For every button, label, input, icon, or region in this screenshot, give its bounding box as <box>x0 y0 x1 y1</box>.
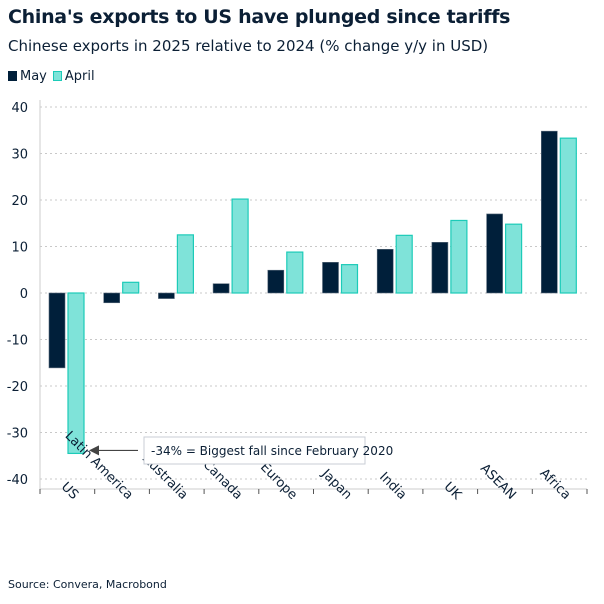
bar-april <box>67 292 85 455</box>
bar-april <box>176 234 194 294</box>
y-tick-label: -30 <box>7 427 28 442</box>
annotation-text: -34% = Biggest fall since February 2020 <box>151 444 393 458</box>
bar-april <box>559 137 577 294</box>
x-tick-label: Europe <box>257 460 300 503</box>
y-tick-label: 30 <box>11 148 28 163</box>
bar-may <box>103 292 120 304</box>
bar-april <box>122 281 140 294</box>
legend: May April <box>8 69 95 84</box>
bar-may <box>431 242 449 294</box>
y-tick-label: 40 <box>11 101 28 116</box>
source-note: Source: Convera, Macrobond <box>8 578 167 591</box>
annotation-box <box>143 436 366 465</box>
x-tick-label: UK <box>441 479 465 503</box>
y-tick-label: 20 <box>11 194 28 209</box>
bar-april <box>505 223 523 294</box>
bar-april <box>231 198 249 294</box>
chart-title: China's exports to US have plunged since… <box>8 6 511 28</box>
bar-may <box>540 130 558 294</box>
y-tick-label: 10 <box>11 241 28 256</box>
bar-may <box>322 262 339 294</box>
x-tick-label: Africa <box>537 466 574 503</box>
x-tick-label: Japan <box>318 466 355 503</box>
y-tick-label: -40 <box>7 473 28 488</box>
legend-item-april: April <box>52 69 95 84</box>
bar-may <box>48 292 66 369</box>
bar-april <box>395 234 413 294</box>
bar-may <box>486 213 503 294</box>
y-tick-label: 0 <box>20 287 28 302</box>
arrow-head-icon <box>89 445 99 456</box>
legend-item-may: May <box>8 69 47 84</box>
bar-may <box>376 248 394 294</box>
bar-may <box>212 283 230 294</box>
x-tick-label: US <box>58 480 81 503</box>
chart-subtitle: Chinese exports in 2025 relative to 2024… <box>8 37 489 55</box>
x-tick-label: India <box>376 470 409 503</box>
y-tick-label: -10 <box>7 334 28 349</box>
bar-april <box>286 251 304 294</box>
x-tick-label: ASEAN <box>477 461 519 503</box>
bar-april <box>450 219 468 294</box>
y-tick-label: -20 <box>7 380 28 395</box>
bar-may <box>158 292 175 299</box>
bar-may <box>267 269 285 294</box>
bar-april <box>340 264 359 294</box>
